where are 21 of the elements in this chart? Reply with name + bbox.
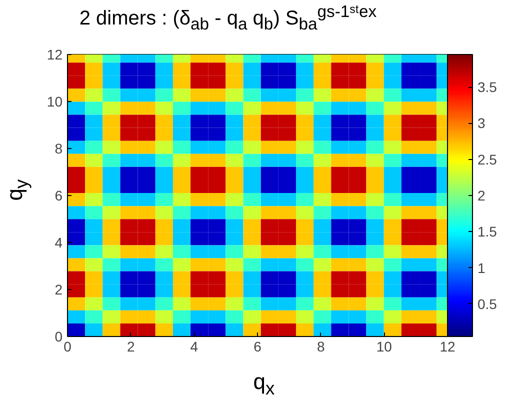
- x-tick-label: 8: [316, 338, 325, 354]
- color-bar-label: 1.5: [478, 224, 498, 240]
- color-bar-label: 0.5: [478, 296, 498, 312]
- x-tick-label: 12: [440, 338, 456, 354]
- color-bar-label: 3: [478, 115, 486, 132]
- x-tick-label: 6: [254, 338, 262, 354]
- y-tick-label: 6: [54, 188, 63, 204]
- x-tick-label: 2: [126, 338, 135, 354]
- y-tick-label: 2: [54, 282, 63, 298]
- color-bar-label: 1: [478, 260, 486, 276]
- color-bar-label: 2.5: [478, 151, 498, 168]
- y-tick-label: 8: [54, 140, 63, 156]
- x-tick-label: 4: [190, 338, 198, 354]
- y-tick-label: 10: [46, 94, 63, 110]
- color-bar-label: 2: [478, 188, 486, 204]
- y-tick-label: 12: [46, 46, 63, 62]
- color-bar-label: 3.5: [478, 79, 498, 96]
- y-tick-label: 0: [54, 328, 63, 344]
- x-axis-title: q$_{x}$: [253, 368, 275, 400]
- x-tick-label: 10: [376, 338, 392, 354]
- y-tick-label: 4: [54, 234, 63, 250]
